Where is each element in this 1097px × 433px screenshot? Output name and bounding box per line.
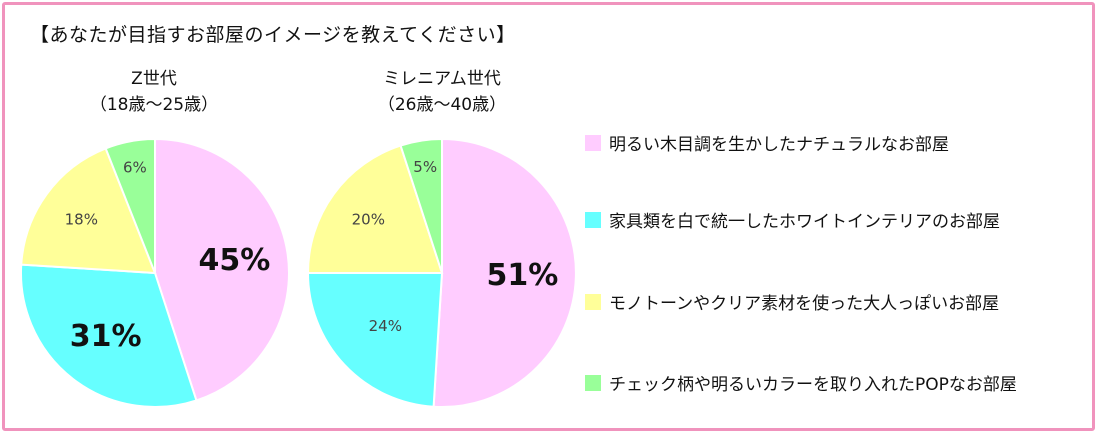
legend-label-mono: モノトーンやクリア素材を使った大人っぽいお部屋 — [609, 294, 1000, 314]
legend-swatch-mono — [585, 293, 601, 310]
pie-1-slice-mono — [20, 147, 157, 275]
legend-label-white: 家具類を白で統一したホワイトインテリアのお部屋 — [609, 212, 1000, 232]
pie-2-slice-natural — [432, 137, 577, 408]
pie-2-slice-mono — [306, 144, 444, 274]
legend-label-natural: 明るい木目調を生かしたナチュラルなお部屋 — [609, 135, 949, 155]
legend-label-pop: チェック柄や明るいカラーを取り入れたPOPなお部屋 — [609, 375, 1017, 395]
pie-1-slice-natural — [154, 137, 290, 402]
pie-1-slice-pop — [104, 137, 156, 274]
pie-2-slice-white — [306, 272, 444, 408]
pie-2-label-pop: 5% — [413, 158, 437, 176]
pie-2-slice-pop — [399, 137, 443, 274]
legend-item-natural: 明るい木目調を生かしたナチュラルなお部屋 — [585, 130, 949, 155]
pie-2-label-mono: 20% — [352, 210, 385, 228]
pie-1-slice-white — [19, 263, 198, 408]
pie-2-title: ミレニアム世代 （26歳～40歳） — [342, 66, 542, 118]
legend-item-white: 家具類を白で統一したホワイトインテリアのお部屋 — [585, 207, 1000, 232]
pie-2-label-white: 24% — [369, 317, 402, 335]
pie-1-label-white: 31% — [70, 319, 142, 354]
pie-1-title: Z世代 （18歳～25歳） — [54, 66, 254, 118]
pie-1-label-mono: 18% — [65, 210, 98, 228]
legend-swatch-white — [585, 211, 601, 228]
legend-swatch-pop — [585, 374, 601, 391]
legend-item-mono: モノトーンやクリア素材を使った大人っぽいお部屋 — [585, 289, 999, 314]
legend-item-pop: チェック柄や明るいカラーを取り入れたPOPなお部屋 — [585, 370, 1017, 395]
pie-1-subtitle: （18歳～25歳） — [89, 95, 219, 115]
chart-title: 【あなたが目指すお部屋のイメージを教えてください】 — [30, 24, 516, 46]
pie-1-label-natural: 45% — [198, 243, 270, 278]
pie-2-subtitle: （26歳～40歳） — [377, 95, 507, 115]
pie-1-label-pop: 6% — [123, 159, 147, 177]
pie-1-title-label: Z世代 — [131, 69, 177, 89]
legend-swatch-natural — [585, 134, 601, 151]
pie-2: 51% 24% 20% 5% — [306, 137, 577, 408]
pie-2-title-label: ミレニアム世代 — [383, 69, 501, 89]
pie-1: 45% 31% 18% 6% — [19, 137, 290, 408]
pie-2-label-natural: 51% — [486, 258, 558, 293]
